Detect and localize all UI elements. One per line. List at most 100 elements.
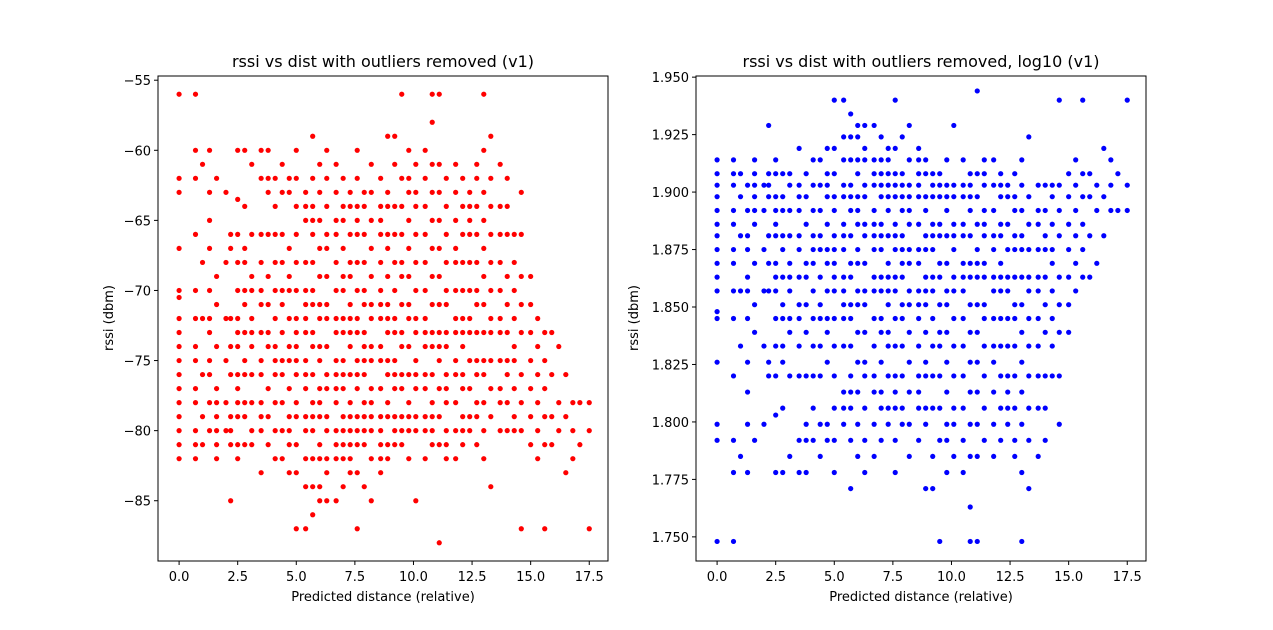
left-data-point — [206, 245, 213, 252]
left-data-point — [422, 329, 428, 336]
left-data-point — [399, 428, 405, 434]
left-x-tick-label: 7.5 — [345, 570, 366, 585]
right-data-point — [810, 233, 816, 239]
right-data-point — [744, 182, 751, 188]
right-data-point — [944, 207, 950, 214]
left-data-point — [481, 301, 487, 308]
left-data-point — [413, 203, 419, 209]
right-data-point — [1035, 315, 1041, 322]
left-data-point — [436, 414, 442, 420]
right-data-point — [780, 343, 786, 349]
right-data-point — [967, 359, 973, 365]
right-data-point — [981, 437, 987, 443]
left-data-point — [333, 400, 339, 406]
left-data-point — [497, 329, 503, 336]
right-data-point — [810, 373, 816, 379]
left-data-point — [511, 343, 517, 350]
left-data-point — [310, 371, 316, 378]
left-data-point — [354, 357, 360, 364]
left-data-point — [497, 385, 503, 392]
right-data-point — [878, 437, 884, 443]
right-data-point — [951, 315, 957, 322]
left-data-point — [317, 301, 323, 308]
left-data-point — [293, 315, 299, 322]
left-data-point — [413, 428, 419, 434]
left-data-point — [361, 371, 367, 378]
left-data-point — [303, 456, 309, 462]
left-data-point — [385, 245, 391, 252]
left-data-point — [443, 371, 449, 378]
left-data-point — [206, 315, 213, 322]
left-data-point — [242, 259, 248, 266]
left-data-point — [504, 203, 510, 209]
right-data-point — [1049, 221, 1055, 227]
right-data-point — [1019, 329, 1025, 335]
left-data-point — [249, 287, 255, 294]
right-data-point — [817, 421, 823, 427]
right-data-point — [974, 329, 980, 335]
right-data-point — [1080, 171, 1086, 177]
right-data-point — [796, 274, 802, 280]
left-data-point — [392, 203, 398, 209]
left-data-point — [347, 259, 353, 266]
right-data-point — [1056, 329, 1062, 335]
right-data-point — [906, 122, 912, 129]
left-data-point — [303, 189, 309, 195]
left-data-point — [333, 456, 339, 462]
left-data-point — [354, 217, 360, 223]
right-data-point — [974, 421, 980, 427]
left-data-point — [317, 414, 323, 420]
left-data-point — [443, 301, 449, 308]
right-y-tick-label: 1.850 — [652, 301, 689, 316]
right-data-point — [817, 233, 823, 239]
left-data-point — [272, 175, 278, 181]
left-data-point — [242, 301, 248, 308]
right-data-point — [714, 221, 720, 227]
right-data-point — [855, 260, 861, 266]
right-data-point — [803, 260, 809, 266]
right-data-point — [862, 145, 868, 152]
right-data-point — [991, 343, 997, 349]
left-data-point — [422, 385, 428, 392]
left-data-point — [422, 147, 428, 153]
left-data-point — [249, 231, 255, 237]
right-data-point — [916, 260, 922, 266]
right-data-point — [766, 194, 772, 200]
right-data-point — [899, 260, 905, 266]
right-data-point — [855, 171, 861, 177]
right-data-point — [1019, 469, 1025, 476]
right-data-point — [862, 157, 868, 163]
left-data-point — [176, 357, 182, 364]
right-data-point — [944, 469, 950, 476]
left-data-point — [460, 385, 466, 392]
left-data-point — [511, 357, 517, 364]
right-data-point — [824, 260, 830, 266]
left-data-point — [436, 343, 442, 350]
right-data-point — [1005, 288, 1011, 294]
left-data-point — [258, 428, 264, 434]
left-data-point — [443, 203, 449, 209]
right-data-point — [944, 421, 950, 427]
left-data-point — [488, 175, 494, 181]
left-data-point — [176, 385, 182, 392]
left-data-point — [361, 414, 367, 420]
left-data-point — [429, 245, 435, 252]
right-data-point — [906, 389, 912, 395]
right-data-point — [1042, 329, 1048, 335]
right-data-point — [871, 315, 877, 322]
right-y-tick-label: 1.750 — [652, 531, 689, 546]
right-data-point — [817, 343, 823, 349]
left-data-point — [570, 456, 576, 462]
left-data-point — [258, 175, 264, 181]
right-data-point — [817, 453, 823, 460]
right-data-point — [862, 221, 868, 227]
left-data-point — [422, 343, 428, 350]
left-data-point — [176, 329, 182, 336]
right-data-point — [998, 260, 1004, 266]
left-data-point — [317, 161, 323, 167]
right-data-point — [796, 315, 802, 322]
right-data-point — [841, 405, 847, 411]
right-data-point — [892, 315, 898, 322]
right-data-point — [930, 405, 936, 411]
left-data-point — [497, 259, 503, 266]
